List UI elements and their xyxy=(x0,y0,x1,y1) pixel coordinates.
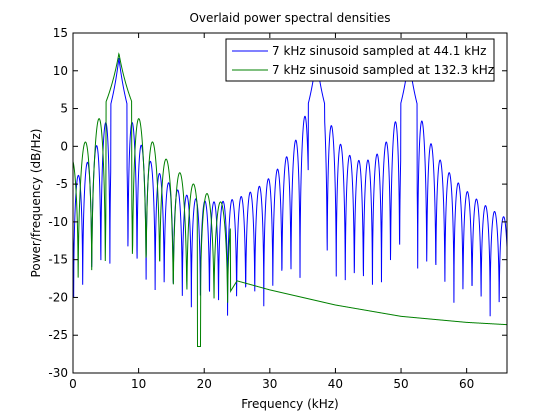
y-axis: -30 -25 -20 -15 -10 -5 0 5 10 15 xyxy=(48,26,507,380)
y-tick-label: 15 xyxy=(53,26,68,40)
x-tick-label: 60 xyxy=(459,377,474,391)
legend-box xyxy=(225,38,495,82)
series-line-132k xyxy=(72,52,508,348)
y-tick-label: 0 xyxy=(60,139,68,153)
y-tick-label: -25 xyxy=(48,328,68,342)
y-tick-label: 10 xyxy=(53,64,68,78)
y-tick-label: -15 xyxy=(48,253,68,267)
x-tick-label: 40 xyxy=(328,377,343,391)
y-tick-label: -20 xyxy=(48,290,68,304)
x-tick-label: 50 xyxy=(393,377,408,391)
x-tick-label: 10 xyxy=(131,377,146,391)
y-axis-label: Power/frequency (dB/Hz) xyxy=(29,129,43,278)
plot-frame xyxy=(72,32,508,374)
legend: 7 kHz sinusoid sampled at 44.1 kHz 7 kHz… xyxy=(225,38,495,82)
x-axis-label: Frequency (kHz) xyxy=(241,397,338,411)
x-tick-label: 30 xyxy=(262,377,277,391)
y-tick-label: -5 xyxy=(56,177,68,191)
legend-label-132k: 7 kHz sinusoid sampled at 132.3 kHz xyxy=(272,63,494,77)
x-tick-label: 0 xyxy=(69,377,77,391)
y-tick-label: -10 xyxy=(48,215,68,229)
chart-title: Overlaid power spectral densities xyxy=(189,11,390,25)
y-tick-label: -30 xyxy=(48,366,68,380)
x-tick-label: 20 xyxy=(197,377,212,391)
x-axis: 0 10 20 30 40 50 60 xyxy=(69,33,474,391)
series-layer xyxy=(72,52,508,348)
legend-label-44k: 7 kHz sinusoid sampled at 44.1 kHz xyxy=(272,44,486,58)
y-tick-label: 5 xyxy=(60,102,68,116)
